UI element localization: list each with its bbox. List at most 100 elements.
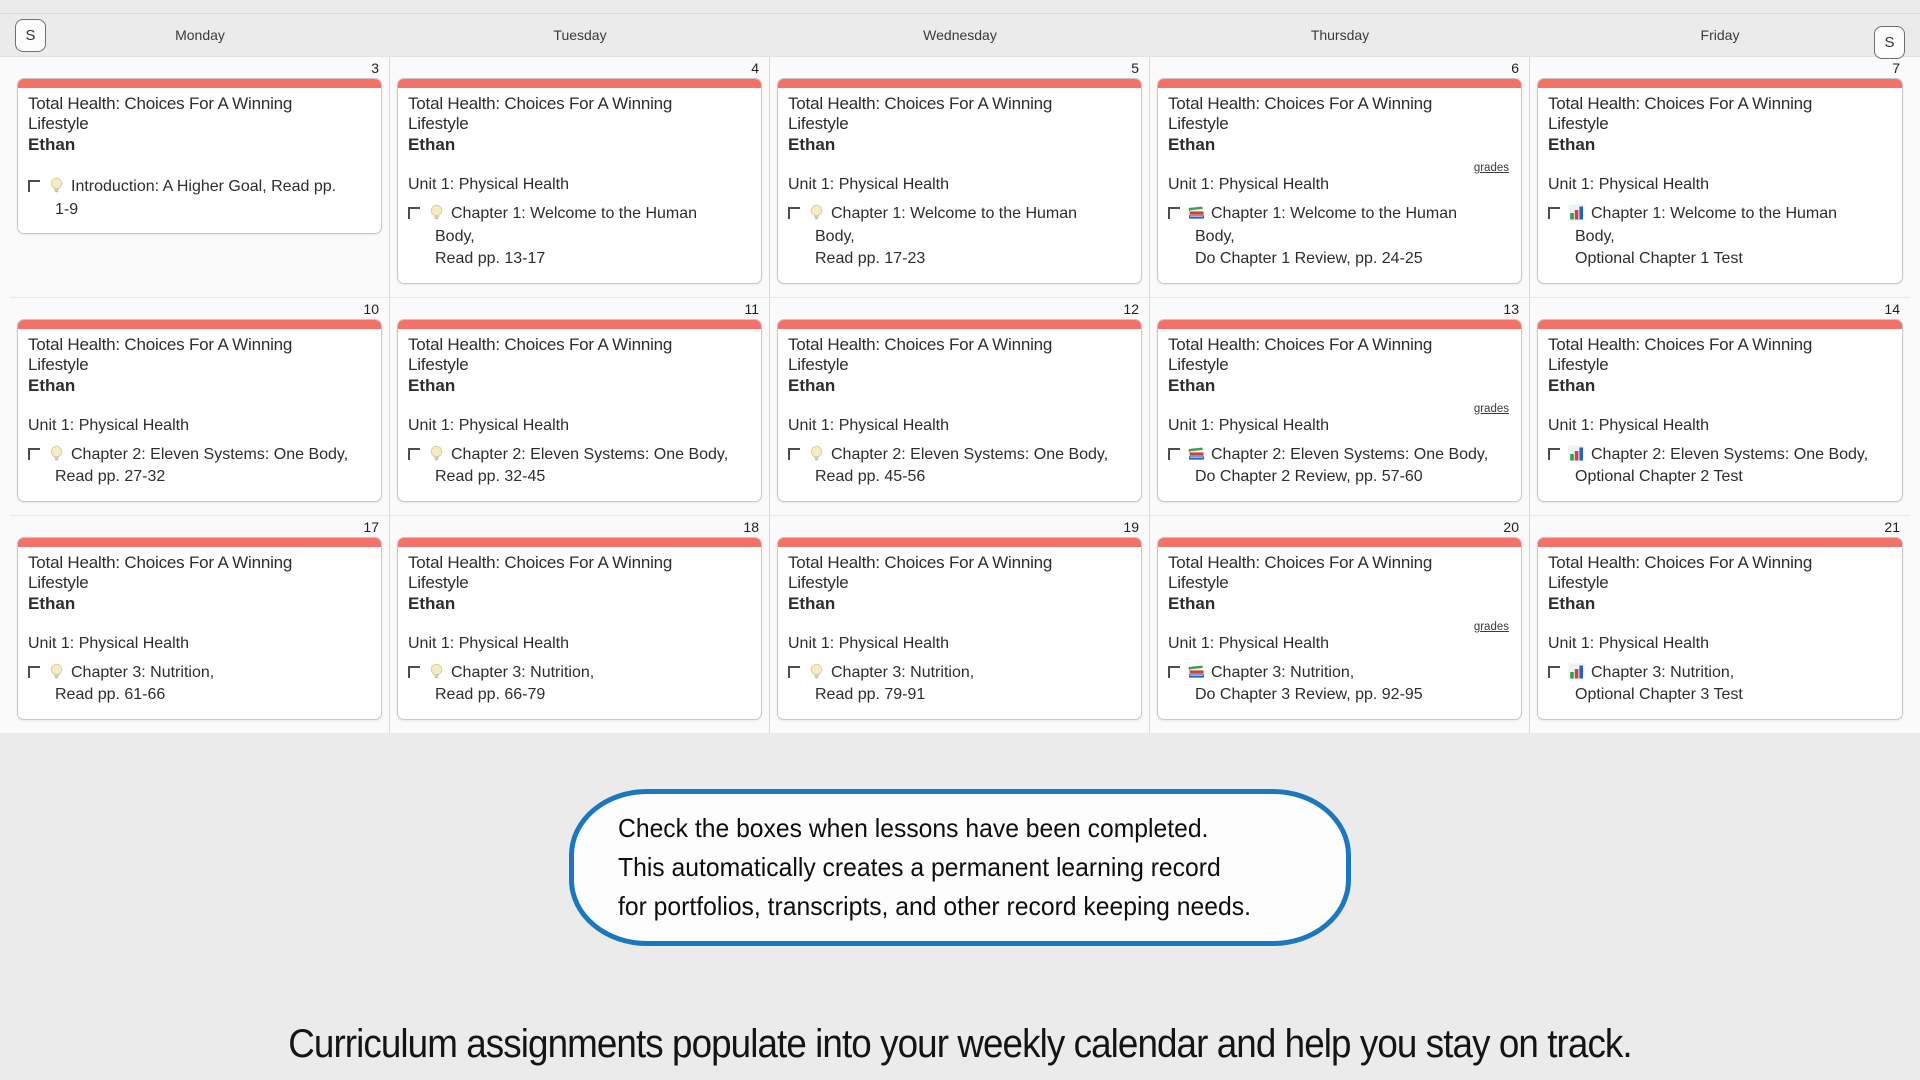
assignment-text[interactable]: Chapter 3: Nutrition, Read pp. 79-91 [815, 663, 975, 704]
lightbulb-icon [50, 178, 63, 193]
assignment-text[interactable]: Chapter 3: Nutrition, Optional Chapter 3… [1575, 663, 1743, 704]
assignment-card: Total Health: Choices For A Winning Life… [777, 536, 1142, 720]
card-accent-bar [1158, 537, 1521, 547]
day-cell: 3 Total Health: Choices For A Winning Li… [10, 57, 390, 297]
assignment-checkbox[interactable] [28, 180, 40, 193]
assignment-checkbox[interactable] [788, 447, 800, 460]
weekly-calendar: S Monday Tuesday Wednesday Thursday Frid… [0, 13, 1920, 733]
unit-label: Unit 1: Physical Health [408, 176, 569, 194]
card-body: Total Health: Choices For A Winning Life… [18, 547, 381, 719]
course-title: Total Health: Choices For A Winning Life… [408, 94, 673, 134]
assignment-text[interactable]: Chapter 2: Eleven Systems: One Body, Rea… [815, 445, 1109, 486]
day-number: 18 [743, 518, 759, 535]
assignment-text[interactable]: Chapter 2: Eleven Systems: One Body, Opt… [1575, 445, 1869, 486]
card-accent-bar [1538, 537, 1902, 547]
assignment-text[interactable]: Chapter 1: Welcome to the Human Body, Re… [435, 205, 698, 268]
card-body: Total Health: Choices For A Winning Life… [18, 88, 381, 233]
card-body: Total Health: Choices For A Winning Life… [778, 88, 1141, 283]
card-accent-bar [1158, 79, 1521, 88]
course-title: Total Health: Choices For A Winning Life… [1548, 334, 1813, 374]
unit-label: Unit 1: Physical Health [28, 416, 189, 434]
assignment-row: Chapter 2: Eleven Systems: One Body, Rea… [408, 444, 751, 489]
unit-label: Unit 1: Physical Health [28, 634, 189, 652]
assignment-checkbox[interactable] [28, 447, 40, 460]
card-meta-row: grades [408, 396, 751, 417]
course-title: Total Health: Choices For A Winning Life… [408, 552, 673, 592]
grades-link[interactable]: grades [1473, 620, 1509, 633]
assignment-checkbox[interactable] [408, 207, 420, 220]
assignment-text[interactable]: Chapter 1: Welcome to the Human Body, Re… [815, 205, 1078, 268]
assignment-checkbox[interactable] [408, 665, 420, 678]
card-accent-bar [398, 537, 761, 547]
weekend-toggle-right-button[interactable]: S [1874, 26, 1905, 59]
assignment-card: Total Health: Choices For A Winning Life… [777, 318, 1142, 502]
day-cell: 13 Total Health: Choices For A Winning L… [1150, 297, 1530, 515]
assignment-card: Total Health: Choices For A Winning Life… [17, 78, 382, 235]
day-cell: 18 Total Health: Choices For A Winning L… [390, 515, 770, 733]
card-accent-bar [1158, 319, 1521, 329]
card-meta-row: grades [788, 614, 1131, 635]
assignment-row: Chapter 2: Eleven Systems: One Body, Rea… [788, 444, 1131, 489]
assignment-text[interactable]: Chapter 1: Welcome to the Human Body, Do… [1195, 205, 1458, 268]
assignment-card: Total Health: Choices For A Winning Life… [1537, 536, 1903, 720]
assignment-checkbox[interactable] [1548, 207, 1560, 220]
card-accent-bar [778, 79, 1141, 88]
assignment-checkbox[interactable] [1548, 665, 1560, 678]
assignment-card: Total Health: Choices For A Winning Life… [17, 318, 382, 502]
assignment-checkbox[interactable] [1168, 665, 1180, 678]
grades-link[interactable]: grades [1473, 402, 1509, 415]
student-name: Ethan [1548, 593, 1596, 613]
day-cell: 21 Total Health: Choices For A Winning L… [1530, 516, 1910, 733]
lightbulb-icon [810, 445, 823, 461]
course-title: Total Health: Choices For A Winning Life… [788, 552, 1053, 592]
week-row: 10 Total Health: Choices For A Winning L… [10, 296, 1910, 515]
assignment-checkbox[interactable] [788, 207, 800, 220]
day-number: 6 [1511, 60, 1519, 76]
day-header-tuesday: Tuesday [553, 27, 607, 43]
assignment-text[interactable]: Chapter 2: Eleven Systems: One Body, Do … [1195, 445, 1489, 486]
assignment-text[interactable]: Chapter 1: Welcome to the Human Body, Op… [1575, 205, 1838, 268]
assignment-text[interactable]: Chapter 3: Nutrition, Read pp. 61-66 [55, 663, 215, 704]
card-body: Total Health: Choices For A Winning Life… [1158, 88, 1521, 283]
assignment-checkbox[interactable] [1168, 447, 1180, 460]
assignment-row: Chapter 1: Welcome to the Human Body, Re… [408, 203, 751, 270]
day-number: 3 [371, 60, 379, 76]
card-meta-row: grades [408, 614, 751, 635]
course-title: Total Health: Choices For A Winning Life… [788, 94, 1053, 134]
student-name: Ethan [788, 593, 836, 613]
week-row: 17 Total Health: Choices For A Winning L… [10, 514, 1910, 733]
unit-label: Unit 1: Physical Health [408, 416, 569, 434]
weekend-toggle-left-button[interactable]: S [15, 19, 46, 52]
unit-label: Unit 1: Physical Health [1168, 416, 1329, 434]
assignment-text[interactable]: Chapter 2: Eleven Systems: One Body, Rea… [435, 445, 729, 486]
day-cell: 11 Total Health: Choices For A Winning L… [390, 297, 770, 515]
assignment-text[interactable]: Introduction: A Higher Goal, Read pp. 1-… [55, 178, 337, 218]
unit-label: Unit 1: Physical Health [1168, 634, 1329, 652]
calendar-header: S Monday Tuesday Wednesday Thursday Frid… [0, 14, 1920, 59]
week-row: 3 Total Health: Choices For A Winning Li… [10, 57, 1910, 297]
card-accent-bar [778, 537, 1141, 547]
day-number: 13 [1503, 300, 1519, 317]
assignment-row: Chapter 1: Welcome to the Human Body, Re… [788, 203, 1131, 270]
card-body: Total Health: Choices For A Winning Life… [1538, 547, 1902, 719]
day-number: 4 [751, 60, 759, 76]
assignment-checkbox[interactable] [1548, 447, 1560, 460]
grades-link[interactable]: grades [1473, 162, 1509, 175]
assignment-text[interactable]: Chapter 3: Nutrition, Read pp. 66-79 [435, 663, 595, 704]
day-cell: 20 Total Health: Choices For A Winning L… [1150, 515, 1530, 733]
card-meta-row: grades [1548, 396, 1892, 417]
assignment-text[interactable]: Chapter 3: Nutrition, Do Chapter 3 Revie… [1195, 663, 1423, 704]
day-number: 10 [363, 300, 379, 317]
day-cell: 7 Total Health: Choices For A Winning Li… [1530, 57, 1910, 297]
assignment-checkbox[interactable] [1168, 207, 1180, 220]
assignment-text[interactable]: Chapter 2: Eleven Systems: One Body, Rea… [55, 445, 349, 486]
assignment-checkbox[interactable] [408, 447, 420, 460]
assignment-card: Total Health: Choices For A Winning Life… [1157, 78, 1522, 284]
assignment-card: Total Health: Choices For A Winning Life… [1157, 536, 1522, 720]
assignment-row: Chapter 1: Welcome to the Human Body, Op… [1548, 203, 1892, 270]
assignment-checkbox[interactable] [788, 665, 800, 678]
card-meta-row: grades [1548, 155, 1892, 176]
lightbulb-icon [50, 445, 63, 461]
assignment-row: Introduction: A Higher Goal, Read pp. 1-… [28, 176, 371, 221]
assignment-checkbox[interactable] [28, 665, 40, 678]
